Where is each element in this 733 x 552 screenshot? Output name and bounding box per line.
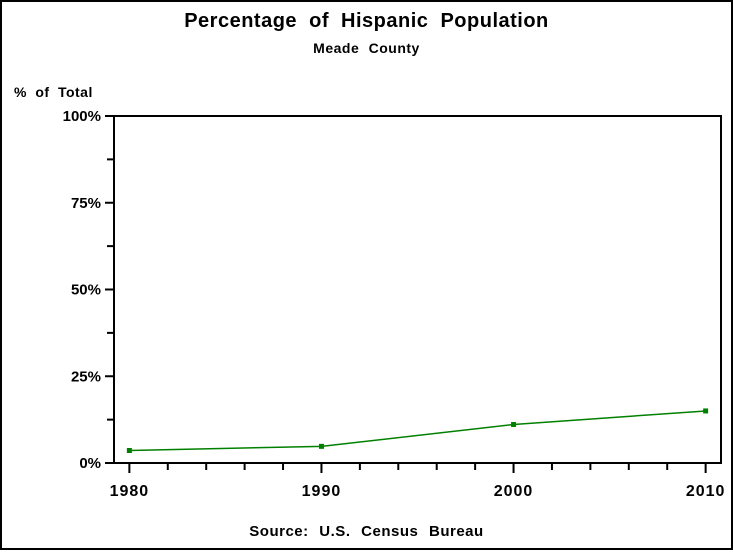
y-tick-label: 50% xyxy=(71,282,101,299)
data-point-marker xyxy=(318,443,324,449)
data-point-marker xyxy=(703,408,709,414)
x-tick-label: 1980 xyxy=(110,483,150,500)
x-tick-label: 1990 xyxy=(302,483,342,500)
y-tick-label: 100% xyxy=(63,108,101,125)
data-point-marker xyxy=(511,421,517,427)
x-tick-label: 2010 xyxy=(686,483,726,500)
plot-frame xyxy=(113,115,722,464)
y-tick-label: 75% xyxy=(71,195,101,212)
data-point-marker xyxy=(126,448,132,454)
x-tick-label: 2000 xyxy=(494,483,534,500)
chart-title: Percentage of Hispanic Population xyxy=(184,10,549,32)
source-note: Source: U.S. Census Bureau xyxy=(249,523,484,540)
y-tick-label: 0% xyxy=(79,455,101,472)
data-line xyxy=(129,410,706,452)
y-axis-title: % of Total xyxy=(14,84,93,100)
y-tick-label: 25% xyxy=(71,368,101,385)
chart-subtitle: Meade County xyxy=(313,40,420,56)
